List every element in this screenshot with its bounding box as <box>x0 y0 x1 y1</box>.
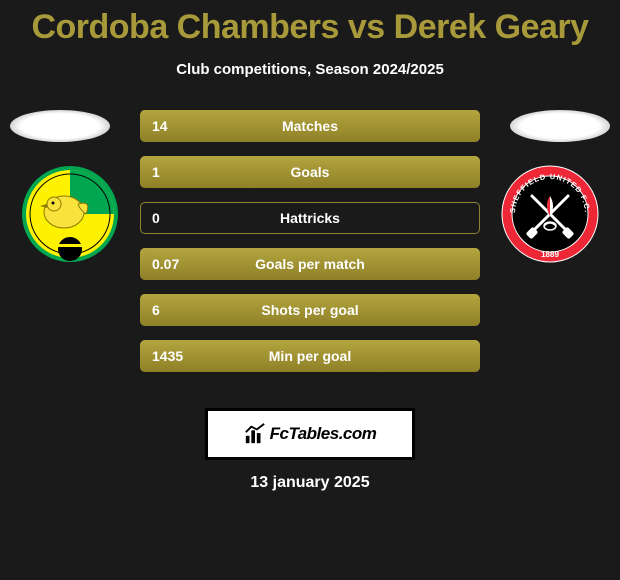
brand-logo-icon <box>244 423 266 445</box>
stat-label: Shots per goal <box>261 302 358 318</box>
stat-value: 14 <box>152 118 168 134</box>
stats-bars: 14 Matches 1 Goals 0 Hattricks 0.07 Goals per m… <box>140 110 480 372</box>
club-crest-right: SHEFFIELD UNITED F.C. 1889 <box>500 164 600 264</box>
stat-label: Goals <box>291 164 330 180</box>
stat-value: 6 <box>152 302 160 318</box>
stat-value: 1 <box>152 164 160 180</box>
player-left-silhouette <box>10 110 110 142</box>
comparison-main: SHEFFIELD UNITED F.C. 1889 14 Matches 1 Goa… <box>0 110 620 390</box>
stat-label: Hattricks <box>280 210 340 226</box>
generation-date: 13 january 2025 <box>0 474 620 492</box>
stat-value: 0 <box>152 210 160 226</box>
comparison-subtitle: Club competitions, Season 2024/2025 <box>0 61 620 78</box>
comparison-title: Cordoba Chambers vs Derek Geary <box>0 0 620 47</box>
stat-value: 1435 <box>152 348 183 364</box>
stat-label: Matches <box>282 118 338 134</box>
stat-value: 0.07 <box>152 256 179 272</box>
stat-row: 0.07 Goals per match <box>140 248 480 280</box>
brand-text: FcTables.com <box>270 424 377 444</box>
brand-box[interactable]: FcTables.com <box>205 408 415 460</box>
stat-row: 14 Matches <box>140 110 480 142</box>
player-right-silhouette <box>510 110 610 142</box>
stat-row: 0 Hattricks <box>140 202 480 234</box>
stat-row: 6 Shots per goal <box>140 294 480 326</box>
stat-row: 1 Goals <box>140 156 480 188</box>
club-crest-left <box>20 164 120 264</box>
crest-year: 1889 <box>541 250 559 259</box>
stat-label: Min per goal <box>269 348 351 364</box>
stat-row: 1435 Min per goal <box>140 340 480 372</box>
stat-label: Goals per match <box>255 256 365 272</box>
